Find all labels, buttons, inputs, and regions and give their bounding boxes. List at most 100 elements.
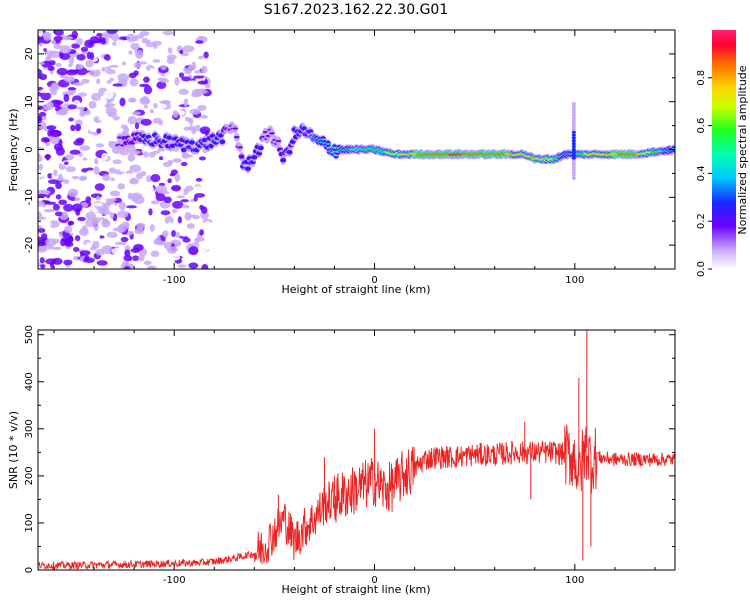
spectrogram-noise-blob [111,247,122,256]
spectrogram-noise-blob [199,126,211,135]
spectrogram-noise-blob [38,121,47,130]
spectrogram-noise-blob [174,173,181,183]
spectrogram-noise-blob [141,96,149,103]
spectrogram-noise-blob [143,151,149,158]
snr-y-tick-label: 300 [24,419,35,438]
spectrogram-noise-blob [128,97,137,103]
spectrogram-noise-blob [40,91,52,101]
spectrogram-noise-blob [79,250,91,256]
spectrogram-transient [571,173,576,177]
spectrogram-noise-blob [164,216,174,225]
spectrogram-noise-blob [188,246,199,256]
spectrogram-noise-blob [38,225,43,229]
spectrogram-noise-blob [197,104,207,111]
spectrogram-noise-blob [49,85,55,93]
spectrogram-noise-blob [120,81,127,86]
spectrogram-noise-blob [82,157,88,161]
spectrogram-noise-blob [101,67,107,72]
spectrogram-noise-blob [52,203,60,211]
snr-y-tick-label: 100 [24,513,35,532]
spectrogram-transient [571,107,576,111]
spectrogram-noise-blob [129,164,142,173]
spectrogram-noise-blob [178,72,184,78]
spectrogram-noise-blob [162,30,174,36]
spectrogram-noise-blob [47,173,53,179]
spectrogram-noise-blob [140,118,152,126]
snr-panel: -100 0 100 0 100 200 300 400 500 Height of strai… [7,325,676,596]
spectrogram-noise-blob [112,115,120,121]
spectrogram-noise-blob [197,80,209,85]
spectrogram-noise-blob [153,239,163,245]
snr-axes: -100 0 100 0 100 200 300 400 500 [24,325,675,586]
spectrogram-noise-blob [76,106,86,110]
spectrogram-noise-blob [38,30,44,37]
spectrogram-noise-blob [105,198,118,202]
spectrogram-ridge-cell [268,132,275,135]
spectrogram-noise-blob [45,154,50,161]
spectrogram-ridge-cell [257,146,264,150]
spectrogram-noise-blob [126,205,137,209]
spectrogram-noise-blob [128,150,141,155]
spectrogram-transient [571,145,576,149]
colorbar-gradient [712,30,736,269]
spectrogram-noise-blob [193,75,205,79]
spectrogram-noise-blob [108,204,117,213]
spectrogram-noise-blob [65,166,76,173]
spectrogram-noise-blob [148,208,153,216]
spectrogram-ridge-cell [325,142,332,145]
spectrogram-noise-blob [159,100,171,104]
spectrogram-transient [571,104,576,109]
spectrogram-noise-blob [129,78,139,87]
spectrogram-noise-blob [96,260,108,266]
spectrogram-noise-blob [143,76,150,83]
spectrogram-noise-blob [129,177,139,185]
spectrogram-noise-blob [72,246,80,253]
spectrogram-noise-blob [48,220,60,228]
spectrogram-noise-blob [167,178,172,184]
spectrogram-noise-blob [203,51,209,59]
snr-y-tick-label: 200 [24,466,35,485]
spectrogram-noise-blob [175,232,181,238]
spectrogram-noise-blob [67,104,78,110]
spectrogram-noise-blob [105,103,116,107]
spectrogram-noise-blob [158,120,164,126]
spectrogram-transient [571,127,576,132]
spectrogram-noise-blob [197,55,204,60]
spectrogram-noise-blob [109,77,114,82]
spectrogram-noise-blob [53,43,61,50]
spectrogram-noise-blob [188,262,199,269]
spectrogram-noise-blob [39,61,45,65]
spectrogram-noise-blob [75,123,82,132]
spectrogram-noise-blob [131,111,141,116]
spectrogram-noise-blob [158,156,164,161]
spectrogram-noise-blob [38,227,46,233]
spectrogram-noise-blob [53,169,58,177]
spectrogram-noise-blob [83,257,95,263]
spectrogram-noise-blob [133,61,142,69]
spectrogram-noise-blob [86,51,92,60]
spectrogram-ridge-cell [280,159,287,162]
snr-series [38,330,675,570]
spectrogram-noise-blob [89,68,101,77]
spectrogram-noise-blob [155,212,161,218]
spectrogram-noise-blob [56,67,68,76]
spectrogram-noise-blob [68,220,75,226]
spectrogram-noise-blob [160,64,167,71]
spectrogram-noise-blob [172,110,179,118]
spectrogram-noise-blob [79,145,91,151]
spectrogram-transient [571,116,576,120]
spectrogram-noise-blob [51,246,62,251]
spectrogram-noise-blob [68,55,75,65]
spectrogram-noise-blob [73,139,84,146]
spectrogram-noise-blob [148,151,156,158]
spectrogram-noise-blob [59,52,71,61]
spectrogram-noise-blob [135,99,141,108]
spectrogram-noise-blob [91,92,102,102]
spectrogram-noise-blob [95,143,104,148]
spectrogram-noise-blob [77,92,88,97]
spectrogram-noise-blob [63,203,74,212]
spectrogram-noise-blob [183,98,189,107]
spectrogram-noise-blob [128,72,137,79]
